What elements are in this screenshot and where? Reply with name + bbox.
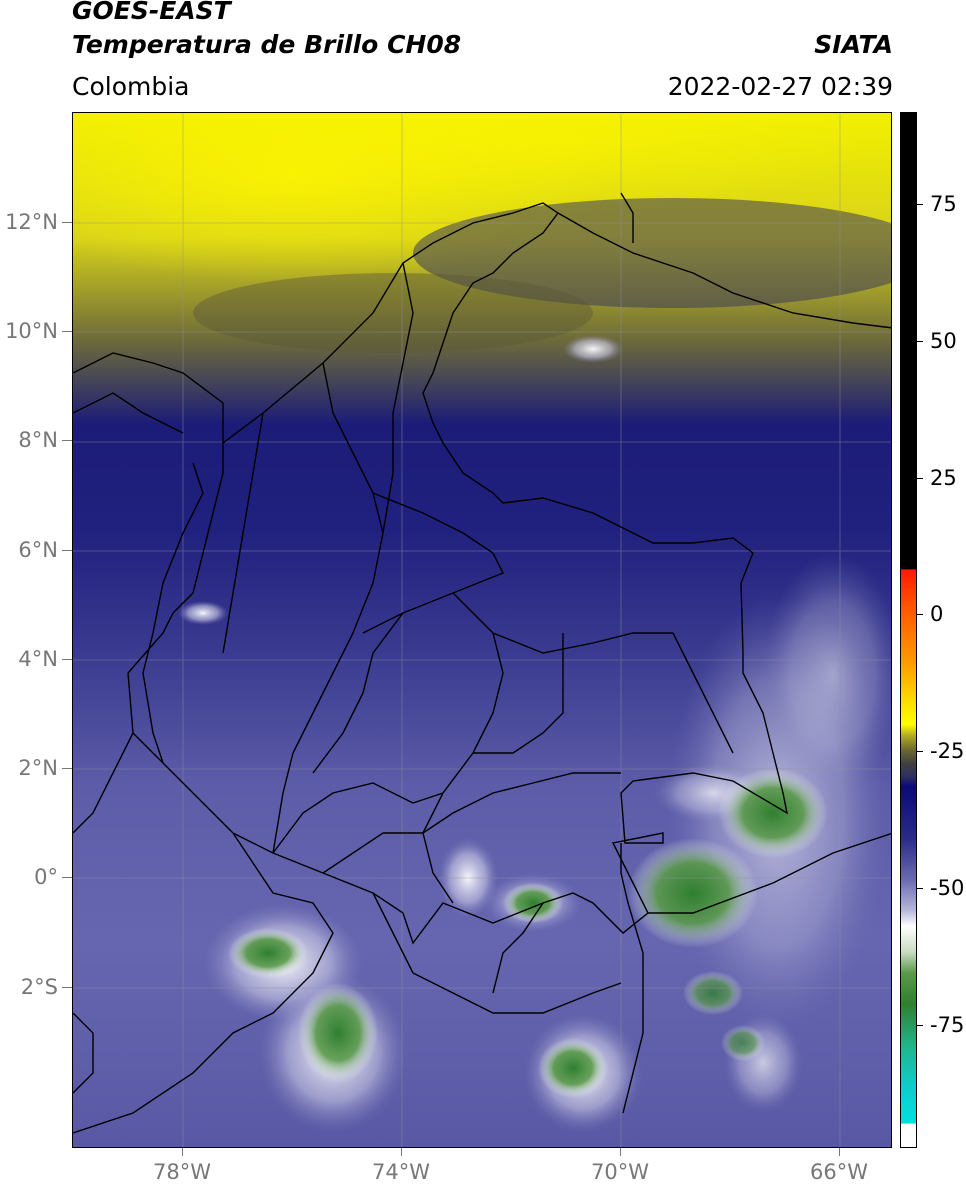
- satellite-image: [73, 113, 891, 1147]
- colorbar-tick: [917, 751, 923, 752]
- colorbar: [900, 112, 917, 1148]
- lon-tick: [401, 1148, 402, 1156]
- graticule: [73, 113, 891, 1147]
- lon-tick: [620, 1148, 621, 1156]
- colorbar-tick: [917, 478, 923, 479]
- colorbar-label-75: 75: [930, 192, 957, 216]
- satellite-map: [72, 112, 892, 1148]
- colorbar-label-0: 0: [930, 602, 944, 626]
- timestamp-label: 2022-02-27 02:39: [667, 72, 893, 101]
- lon-label-78w: 78°W: [153, 1160, 211, 1184]
- product-title: GOES-EAST: [72, 0, 231, 25]
- lat-tick: [62, 222, 72, 223]
- country-borders: [73, 192, 891, 1134]
- lat-label-10n: 10°N: [5, 319, 58, 343]
- colorbar-tick: [917, 204, 923, 205]
- lon-label-66w: 66°W: [810, 1160, 868, 1184]
- lat-tick: [62, 659, 72, 660]
- lat-label-8n: 8°N: [18, 428, 58, 452]
- colorbar-label-25: 25: [930, 466, 957, 490]
- lat-tick: [62, 877, 72, 878]
- colorbar-gradient: [901, 113, 916, 1147]
- lat-label-12n: 12°N: [5, 210, 58, 234]
- product-subtitle: Temperatura de Brillo CH08: [72, 30, 462, 59]
- lon-tick: [182, 1148, 183, 1156]
- colorbar-label-minus50: -50: [930, 876, 965, 900]
- colorbar-tick: [917, 1025, 923, 1026]
- colorbar-tick: [917, 888, 923, 889]
- lat-label-4n: 4°N: [18, 647, 58, 671]
- lon-label-70w: 70°W: [591, 1160, 649, 1184]
- colorbar-label-50: 50: [930, 329, 957, 353]
- lat-label-0: 0°: [34, 865, 58, 889]
- region-label: Colombia: [72, 72, 190, 101]
- lon-label-74w: 74°W: [372, 1160, 430, 1184]
- colorbar-tick: [917, 341, 923, 342]
- lat-label-2s: 2°S: [20, 975, 58, 999]
- lat-tick: [62, 331, 72, 332]
- colorbar-tick: [917, 614, 923, 615]
- lat-tick: [62, 550, 72, 551]
- lat-label-6n: 6°N: [18, 538, 58, 562]
- lon-tick: [839, 1148, 840, 1156]
- colorbar-label-minus25: -25: [930, 739, 965, 763]
- lat-tick: [62, 768, 72, 769]
- colorbar-label-minus75: -75: [930, 1013, 965, 1037]
- brand-label: SIATA: [814, 30, 893, 59]
- lat-tick: [62, 440, 72, 441]
- lat-label-2n: 2°N: [18, 756, 58, 780]
- lat-tick: [62, 987, 72, 988]
